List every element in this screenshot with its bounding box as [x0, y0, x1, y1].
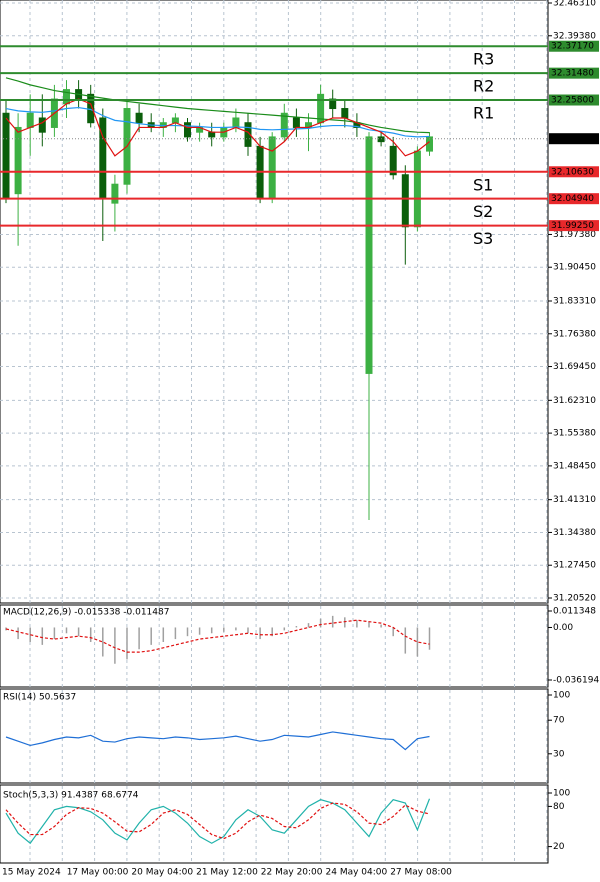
level-price-label: 31.99250 — [551, 221, 594, 231]
y-tick-label: 31.55380 — [553, 429, 596, 439]
level-price-box — [549, 40, 599, 52]
level-price-box — [549, 193, 599, 205]
moving-average — [5, 106, 430, 138]
y-tick-label: 31.48450 — [553, 461, 596, 471]
x-tick-label: 22 May 20:00 — [261, 868, 323, 878]
y-tick-label: 31.27450 — [553, 561, 596, 571]
panel-title: Stoch(5,3,3) 91.4387 68.6774 — [3, 791, 139, 801]
level-name: S1 — [473, 175, 493, 194]
candle-body — [401, 174, 409, 228]
moving-average — [5, 77, 430, 134]
main-panel — [0, 0, 549, 604]
y-tick-label: 70 — [553, 716, 565, 726]
level-price-box — [549, 94, 599, 106]
level-price-label: 32.10630 — [551, 167, 594, 177]
y-tick-label: 0.00 — [553, 623, 573, 633]
macd-panel — [0, 604, 549, 688]
rsi-panel — [0, 688, 549, 784]
y-tick-label: 31.41310 — [553, 495, 596, 505]
level-price-label: 32.04940 — [551, 194, 594, 204]
panel-title: RSI(14) 50.5637 — [3, 693, 76, 703]
level-name: S2 — [473, 202, 493, 221]
level-price-label: 32.37170 — [551, 42, 594, 52]
x-tick-label: 20 May 04:00 — [131, 868, 193, 878]
level-price-box — [549, 220, 599, 232]
candle-body — [341, 108, 349, 119]
y-tick-label: 100 — [553, 691, 570, 701]
candle-body — [14, 126, 22, 195]
candle-body — [389, 145, 397, 176]
x-tick-label: 27 May 08:00 — [390, 868, 452, 878]
y-tick-label: 31.20520 — [553, 594, 596, 604]
candle-body — [111, 183, 119, 204]
stoch-d — [5, 802, 430, 840]
y-tick-label: 31.62310 — [553, 396, 596, 406]
level-name: S3 — [473, 229, 493, 248]
y-tick-label: 80 — [553, 802, 565, 812]
y-tick-label: 20 — [553, 842, 565, 852]
level-name: R1 — [473, 104, 494, 123]
candle-body — [2, 112, 10, 199]
x-tick-label: 24 May 04:00 — [326, 868, 388, 878]
y-tick-label: 31.69450 — [553, 362, 596, 372]
candle-body — [232, 117, 240, 128]
y-tick-label: 31.97380 — [553, 230, 596, 240]
candle-body — [26, 112, 34, 128]
x-tick-label: 17 May 00:00 — [67, 868, 129, 878]
last-price-label: 32.17621 — [551, 134, 594, 144]
y-tick-label: 30 — [553, 749, 565, 759]
stoch-panel — [0, 784, 549, 864]
rsi-line — [5, 731, 430, 751]
candle-body — [268, 136, 276, 199]
stoch-k — [5, 798, 431, 845]
level-price-label: 32.25800 — [551, 96, 594, 106]
candle-body — [413, 150, 421, 228]
candle-body — [365, 136, 373, 374]
y-tick-label: 31.90450 — [553, 263, 596, 273]
x-tick-label: 15 May 2024 — [2, 868, 61, 878]
candle-body — [377, 136, 385, 143]
level-name: R3 — [473, 50, 494, 69]
candle-body — [280, 112, 288, 138]
last-price-box — [549, 133, 599, 145]
y-tick-label: 32.46310 — [553, 0, 596, 9]
panel-title: MACD(12,26,9) -0.015338 -0.011487 — [3, 608, 169, 618]
y-tick-label: 0.011348 — [553, 607, 596, 617]
candle-body — [171, 117, 179, 124]
candle-body — [184, 122, 191, 138]
candle-body — [208, 131, 216, 138]
y-tick-label: 100 — [553, 789, 570, 799]
y-tick-label: 31.34380 — [553, 528, 596, 538]
y-tick-label: 31.76380 — [553, 329, 596, 339]
level-name: R2 — [473, 77, 494, 96]
level-price-box — [549, 166, 599, 178]
macd-signal — [5, 619, 430, 653]
level-price-box — [549, 67, 599, 79]
candle-body — [38, 117, 46, 133]
candle-body — [244, 122, 252, 147]
y-tick-label: 31.83310 — [553, 296, 596, 306]
level-price-label: 32.31480 — [551, 69, 594, 79]
x-tick-label: 21 May 12:00 — [196, 868, 258, 878]
y-tick-label: 32.39380 — [553, 31, 596, 41]
y-tick-label: -0.036194 — [553, 676, 599, 686]
candle-body — [135, 112, 143, 124]
candle-body — [292, 117, 300, 128]
